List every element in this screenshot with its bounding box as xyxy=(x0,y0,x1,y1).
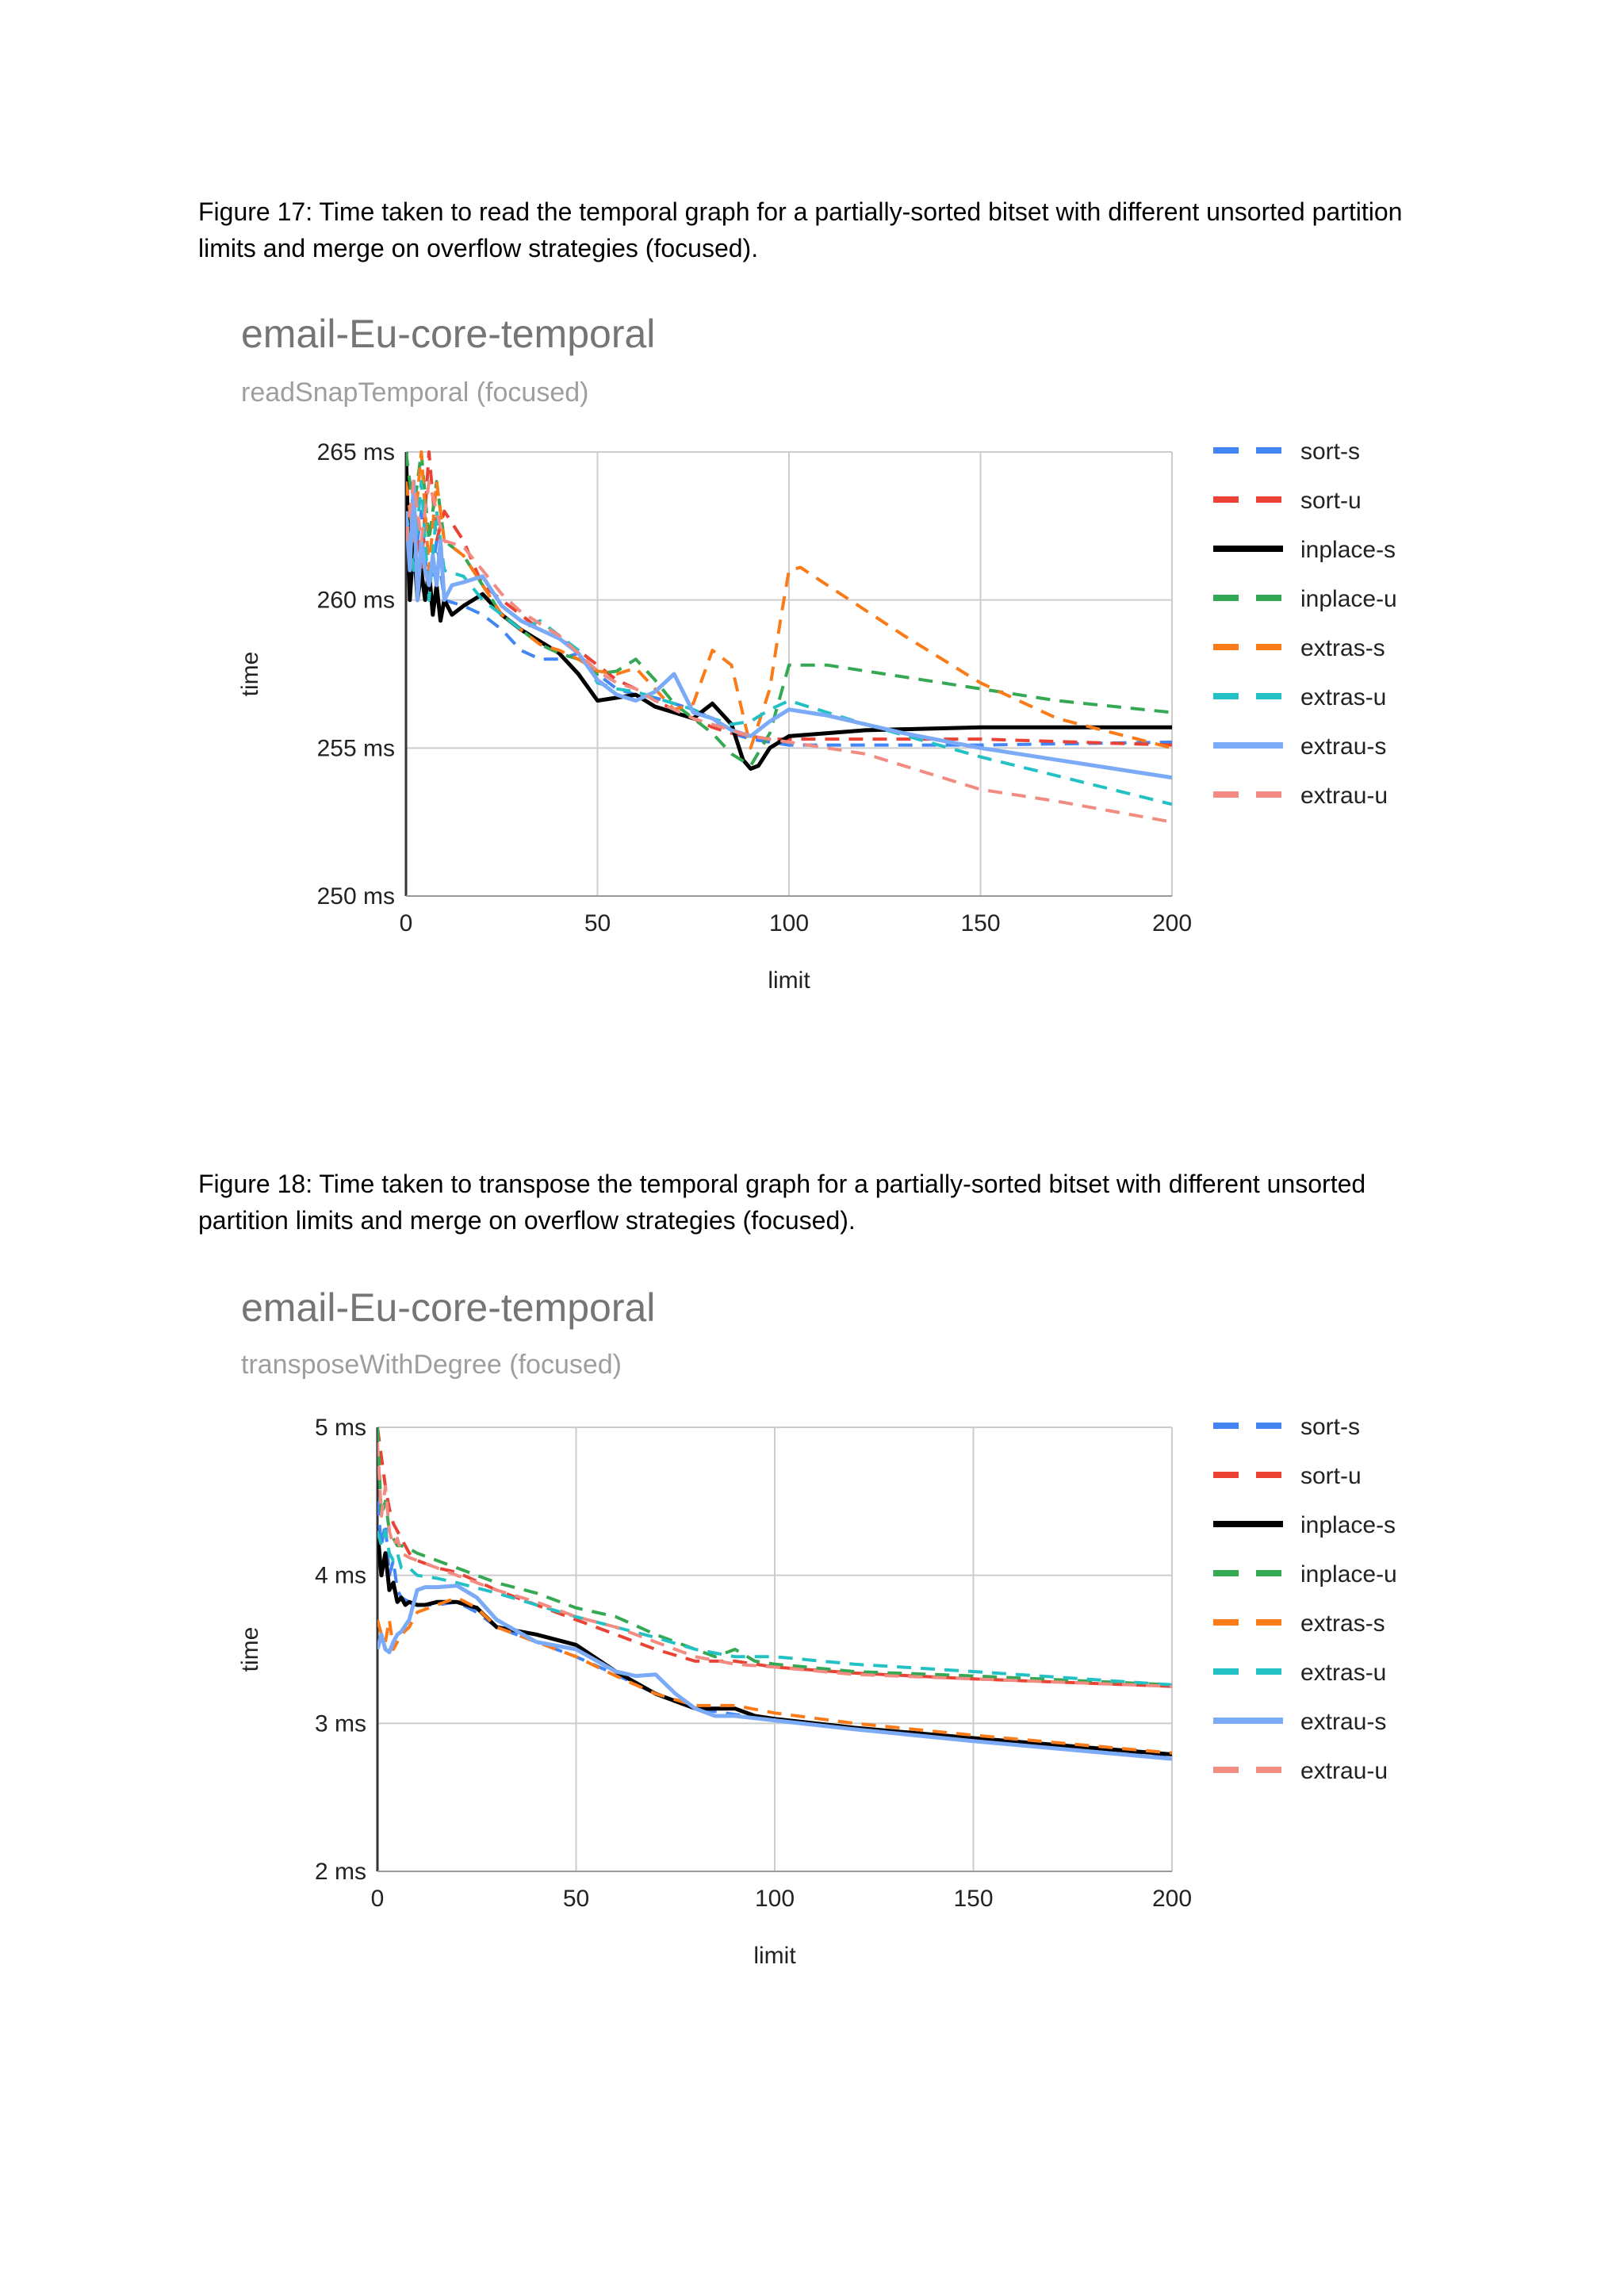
legend-label: extras-u xyxy=(1300,684,1386,710)
legend-label: extrau-u xyxy=(1300,1758,1388,1784)
legend-label: sort-u xyxy=(1300,488,1362,514)
x-tick-label: 50 xyxy=(584,910,611,936)
grid: 0 50 100 150 200 250 ms 255 ms 260 ms 265 ms xyxy=(317,439,1192,936)
x-tick-label: 150 xyxy=(960,910,1000,936)
series-line-extrau-s xyxy=(377,1584,1172,1761)
legend-label: sort-s xyxy=(1300,1414,1360,1440)
x-axis-label: limit xyxy=(753,1943,796,1969)
x-tick-label: 0 xyxy=(371,1886,385,1912)
x-tick-label: 200 xyxy=(1152,910,1192,936)
x-tick-label: 0 xyxy=(400,910,413,936)
series-line-extras-u xyxy=(406,480,1172,806)
legend-label: sort-s xyxy=(1300,439,1360,465)
legend-label: extras-s xyxy=(1300,635,1385,661)
y-axis-label: time xyxy=(237,652,263,697)
x-tick-label: 200 xyxy=(1152,1886,1192,1912)
series-line-inplace-u xyxy=(377,1427,1172,1687)
series-line-extrau-u xyxy=(377,1442,1172,1688)
legend-label: inplace-s xyxy=(1300,537,1396,563)
y-tick-label: 4 ms xyxy=(315,1563,366,1589)
figure-18-caption: Figure 18: Time taken to transpose the t… xyxy=(198,1170,1366,1235)
legend-label: extrau-u xyxy=(1300,783,1388,809)
series-line-extrau-u xyxy=(406,480,1172,824)
x-axis-label: limit xyxy=(768,967,810,994)
series-group xyxy=(377,1427,1172,1761)
legend: sort-s sort-u inplace-s inplace-u extras-s ex… xyxy=(1213,1414,1397,1784)
legend-label: inplace-s xyxy=(1300,1512,1396,1538)
legend-label: extras-u xyxy=(1300,1660,1386,1686)
series-line-inplace-u xyxy=(406,450,1172,768)
series-line-sort-s xyxy=(377,1501,1172,1758)
y-axis-label: time xyxy=(237,1627,263,1672)
chart-1-subtitle: readSnapTemporal (focused) xyxy=(241,377,589,408)
legend-label: extras-s xyxy=(1300,1610,1385,1637)
series-line-extrau-s xyxy=(406,479,1172,780)
y-tick-label: 5 ms xyxy=(315,1415,366,1441)
y-tick-label: 265 ms xyxy=(317,439,395,465)
legend-label: inplace-u xyxy=(1300,1561,1397,1587)
y-tick-label: 260 ms xyxy=(317,588,395,614)
chart-2-title: email-Eu-core-temporal xyxy=(241,1285,656,1330)
legend: sort-s sort-u inplace-s inplace-u extras-s ex… xyxy=(1213,439,1397,809)
chart-2-subtitle: transposeWithDegree (focused) xyxy=(241,1350,622,1380)
legend-label: inplace-u xyxy=(1300,586,1397,612)
y-tick-label: 250 ms xyxy=(317,883,395,910)
series-line-inplace-s xyxy=(377,1530,1172,1756)
grid: 0 50 100 150 200 2 ms 3 ms 4 ms 5 ms xyxy=(315,1415,1192,1912)
series-line-extras-s xyxy=(377,1595,1172,1755)
y-tick-label: 2 ms xyxy=(315,1859,366,1885)
series-group xyxy=(406,450,1172,824)
x-tick-label: 50 xyxy=(563,1886,589,1912)
legend-label: extrau-s xyxy=(1300,733,1386,760)
y-tick-label: 255 ms xyxy=(317,735,395,761)
legend-label: extrau-s xyxy=(1300,1709,1386,1735)
series-line-extras-u xyxy=(377,1529,1172,1687)
x-tick-label: 150 xyxy=(953,1886,993,1912)
chart-2: 0 50 100 150 200 2 ms 3 ms 4 ms 5 ms limit time sor… xyxy=(237,1414,1397,1969)
x-tick-label: 100 xyxy=(755,1886,795,1912)
x-tick-label: 100 xyxy=(769,910,809,936)
chart-1: 0 50 100 150 200 250 ms 255 ms 260 ms 265 ms limi… xyxy=(237,439,1397,994)
chart-1-title: email-Eu-core-temporal xyxy=(241,312,656,356)
figure-17-caption: Figure 17: Time taken to read the tempor… xyxy=(198,197,1403,262)
legend-label: sort-u xyxy=(1300,1463,1362,1489)
y-tick-label: 3 ms xyxy=(315,1710,366,1737)
